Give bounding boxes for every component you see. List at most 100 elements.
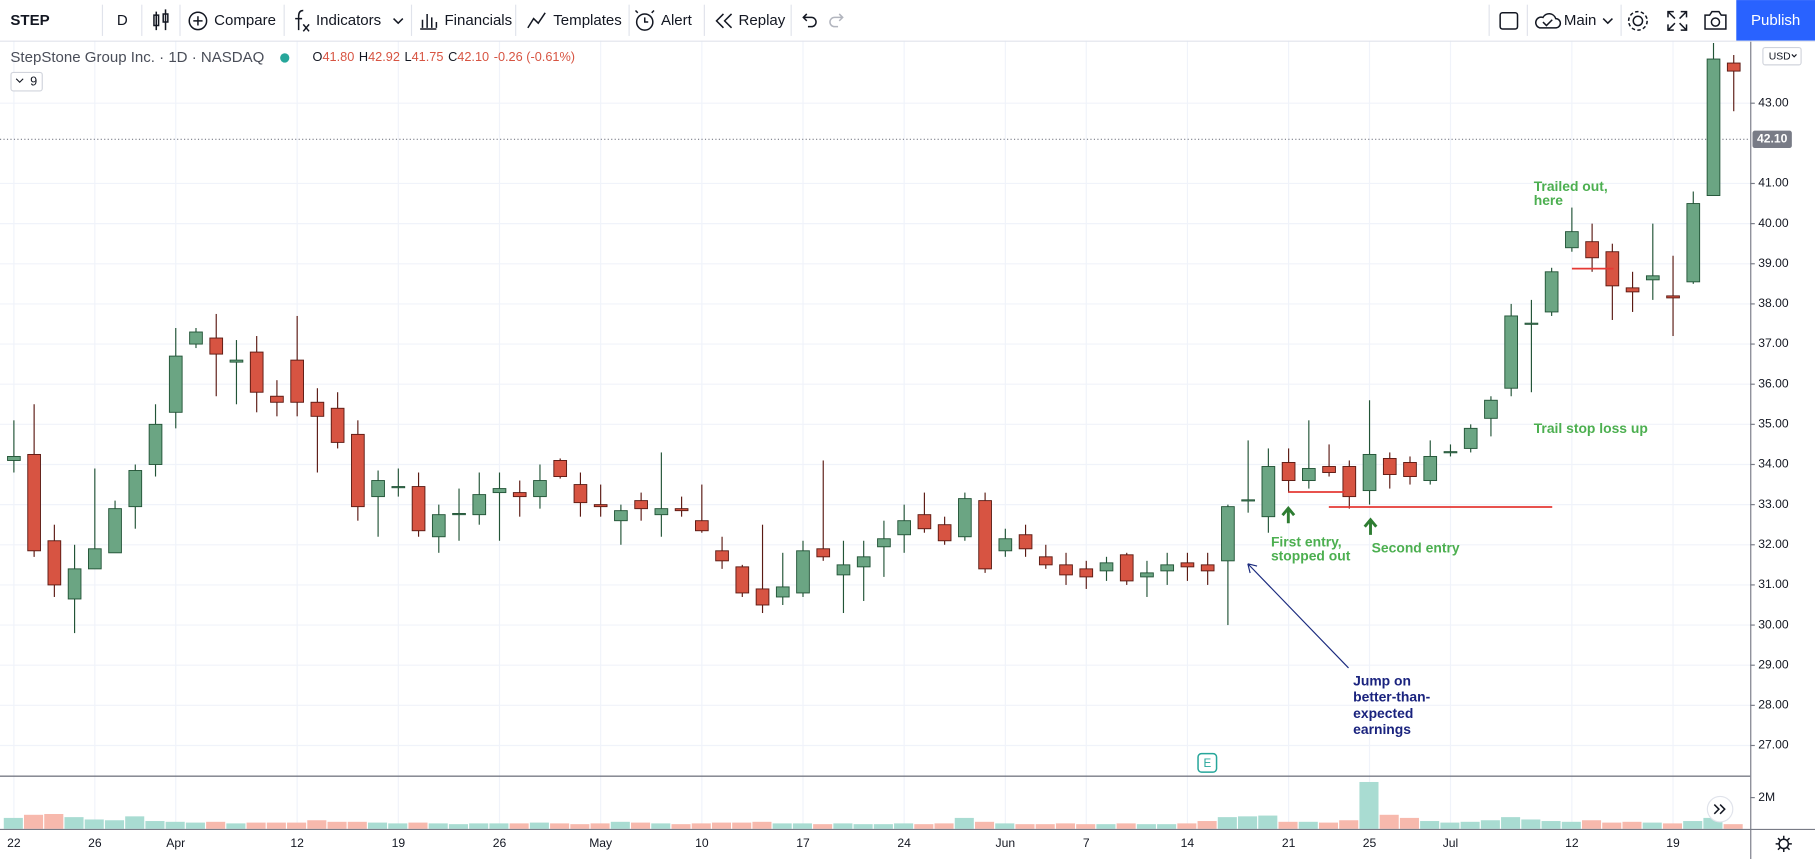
volume-bar bbox=[691, 823, 711, 829]
indicators-icon[interactable] bbox=[295, 9, 310, 32]
ohlc-change: -0.26 (-0.61%) bbox=[494, 49, 575, 64]
currency-button[interactable] bbox=[1762, 46, 1802, 66]
candle-body bbox=[391, 486, 406, 489]
y-tick-label: 35.00 bbox=[1758, 417, 1789, 431]
chart-type-button[interactable] bbox=[153, 9, 169, 31]
fullscreen-button[interactable] bbox=[1667, 10, 1688, 31]
volume-bar bbox=[873, 824, 893, 829]
financials-icon[interactable] bbox=[420, 13, 438, 30]
ohlc-key: L bbox=[405, 49, 412, 64]
candle-body bbox=[1342, 466, 1357, 498]
candle-body bbox=[310, 401, 325, 417]
replay-button[interactable]: Replay bbox=[739, 12, 786, 29]
compare-icon[interactable] bbox=[188, 11, 208, 31]
candle-body bbox=[229, 359, 244, 363]
volume-bar bbox=[1541, 821, 1561, 829]
volume-bar bbox=[732, 822, 752, 829]
candle-body bbox=[1180, 562, 1195, 568]
volume-bar bbox=[1136, 824, 1156, 829]
candle-body bbox=[330, 407, 345, 443]
currency-label[interactable]: USD bbox=[1769, 52, 1791, 63]
earnings-marker[interactable] bbox=[1197, 752, 1218, 773]
replay-icon[interactable] bbox=[715, 13, 733, 29]
candle-body bbox=[249, 351, 264, 393]
volume-bar bbox=[185, 822, 205, 829]
scroll-button[interactable] bbox=[1706, 795, 1734, 823]
volume-bar bbox=[1116, 823, 1136, 829]
y-tick-label: 33.00 bbox=[1758, 497, 1789, 511]
volume-bar bbox=[833, 823, 853, 829]
y-tick-label: 39.00 bbox=[1758, 256, 1789, 270]
indicators-toggle[interactable] bbox=[10, 71, 43, 92]
volume-bar bbox=[509, 823, 529, 829]
volume-bar bbox=[226, 823, 246, 829]
templates-icon[interactable] bbox=[527, 12, 546, 29]
volume-bar bbox=[1480, 820, 1500, 829]
templates-button[interactable]: Templates bbox=[553, 12, 622, 29]
scroll-icon bbox=[1713, 804, 1726, 815]
chevron[interactable] bbox=[393, 18, 404, 25]
select-layout-button[interactable] bbox=[1499, 12, 1519, 30]
candle-body bbox=[1463, 427, 1478, 449]
annotation: Second entry bbox=[1372, 539, 1460, 555]
settings-button[interactable] bbox=[1632, 15, 1644, 27]
candle-body bbox=[1099, 562, 1114, 572]
volume-bar bbox=[84, 819, 104, 829]
volume-bar bbox=[550, 823, 570, 829]
alert-button[interactable]: Alert bbox=[661, 12, 693, 29]
volume-bar bbox=[1359, 781, 1379, 829]
financials-button[interactable]: Financials bbox=[444, 12, 512, 29]
volume-bar bbox=[165, 821, 185, 829]
volume-bar bbox=[1399, 817, 1419, 829]
volume-bar bbox=[327, 821, 347, 829]
compare-button[interactable]: Compare bbox=[214, 12, 276, 29]
x-tick-label: Jun bbox=[996, 836, 1016, 850]
candle-body bbox=[209, 337, 224, 355]
y-tick-label: 27.00 bbox=[1758, 738, 1789, 752]
snapshot-button[interactable] bbox=[1704, 10, 1727, 30]
indicator-count[interactable]: 9 bbox=[30, 74, 37, 89]
volume-bar bbox=[1683, 821, 1703, 829]
volume-bar bbox=[448, 824, 468, 829]
volume-bar bbox=[631, 822, 651, 829]
volume-bar bbox=[1581, 820, 1602, 829]
earnings-label[interactable]: E bbox=[1203, 758, 1211, 770]
ohlc-value: 42.92 bbox=[368, 49, 400, 64]
candle-body bbox=[1645, 275, 1660, 281]
candle-body bbox=[978, 500, 992, 570]
annotation: Jump on bbox=[1353, 673, 1411, 689]
save-icon[interactable] bbox=[1535, 13, 1562, 29]
x-tick-label: 24 bbox=[897, 836, 911, 850]
candle-body bbox=[1423, 455, 1438, 482]
annotation: earnings bbox=[1353, 721, 1411, 737]
indicators-button[interactable]: Indicators bbox=[316, 12, 381, 29]
volume-bar bbox=[934, 823, 954, 829]
annotation-arrow bbox=[1247, 563, 1349, 669]
volume-tick-label: 2M bbox=[1758, 790, 1775, 804]
publish-label[interactable]: Publish bbox=[1751, 12, 1800, 29]
layout-button[interactable]: Main bbox=[1564, 12, 1597, 29]
volume-bar bbox=[489, 823, 509, 829]
candle-body bbox=[1160, 564, 1175, 572]
volume-bar bbox=[145, 821, 165, 829]
y-tick-label: 37.00 bbox=[1758, 336, 1789, 350]
chevron[interactable] bbox=[1602, 18, 1613, 25]
volume-bar bbox=[671, 824, 691, 829]
candle-body bbox=[67, 568, 82, 600]
volume-bar bbox=[1055, 823, 1075, 829]
volume-bar bbox=[1258, 815, 1278, 829]
volume-bar bbox=[428, 823, 448, 829]
volume-bar bbox=[752, 821, 772, 829]
volume-bar bbox=[995, 823, 1015, 829]
redo-button[interactable] bbox=[829, 13, 844, 28]
volume-bar bbox=[772, 823, 792, 829]
symbol-search[interactable]: STEP bbox=[10, 12, 49, 29]
candle-body bbox=[1666, 295, 1680, 299]
candle-body bbox=[371, 480, 385, 498]
publish-button[interactable] bbox=[1736, 0, 1815, 41]
candle-body bbox=[1544, 271, 1559, 313]
undo-button[interactable] bbox=[802, 13, 817, 28]
alert-icon[interactable] bbox=[635, 13, 654, 31]
candle-body bbox=[168, 355, 183, 413]
interval-button[interactable]: D bbox=[117, 12, 128, 29]
